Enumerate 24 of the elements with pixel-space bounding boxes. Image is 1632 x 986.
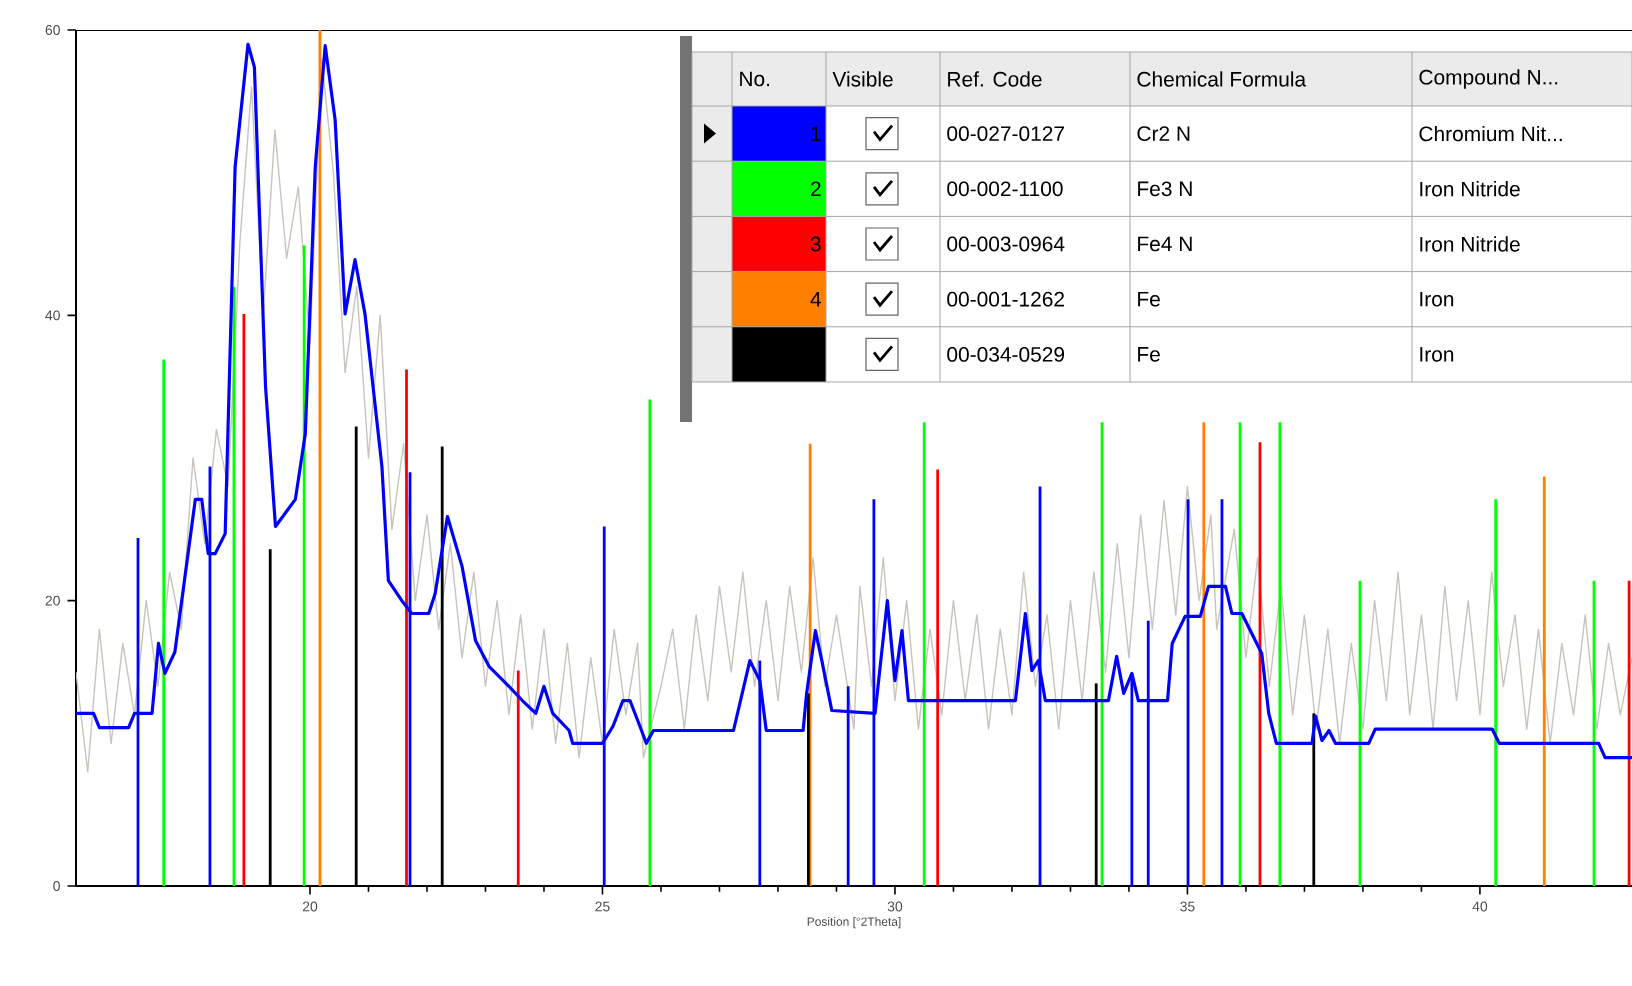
text: 4 [810, 292, 821, 307]
annotation: Cr2 N [1137, 126, 1190, 142]
annotation: Chromium Nit... [1419, 125, 1562, 142]
annotation: Fe [1138, 291, 1160, 307]
annotation: 00-027-0127 [947, 126, 1064, 142]
annotation: Ref. Code [948, 71, 1042, 87]
annotation: Iron [1420, 347, 1454, 362]
annotation: Chemical Formula [1137, 71, 1307, 87]
annotation: Iron [1420, 291, 1454, 307]
text: 3 [810, 236, 821, 252]
annotation: Iron Nitride [1420, 236, 1520, 252]
annotation: 00-001-1262 [947, 291, 1064, 307]
annotation: Visible [832, 71, 893, 87]
annotation: Fe3 N [1138, 181, 1192, 197]
text: 2 [811, 181, 821, 197]
annotation: Iron Nitride [1420, 181, 1520, 197]
annotation: No. [740, 71, 770, 87]
text: 1 [811, 126, 821, 141]
annotation: 00-003-0964 [947, 236, 1065, 252]
annotation: Fe [1138, 347, 1160, 362]
annotation: 00-034-0529 [947, 347, 1065, 362]
annotation: 00-002-1100 [947, 181, 1063, 197]
annotation: Compound N... [1419, 69, 1558, 89]
annotation: Fe4 N [1138, 236, 1192, 252]
